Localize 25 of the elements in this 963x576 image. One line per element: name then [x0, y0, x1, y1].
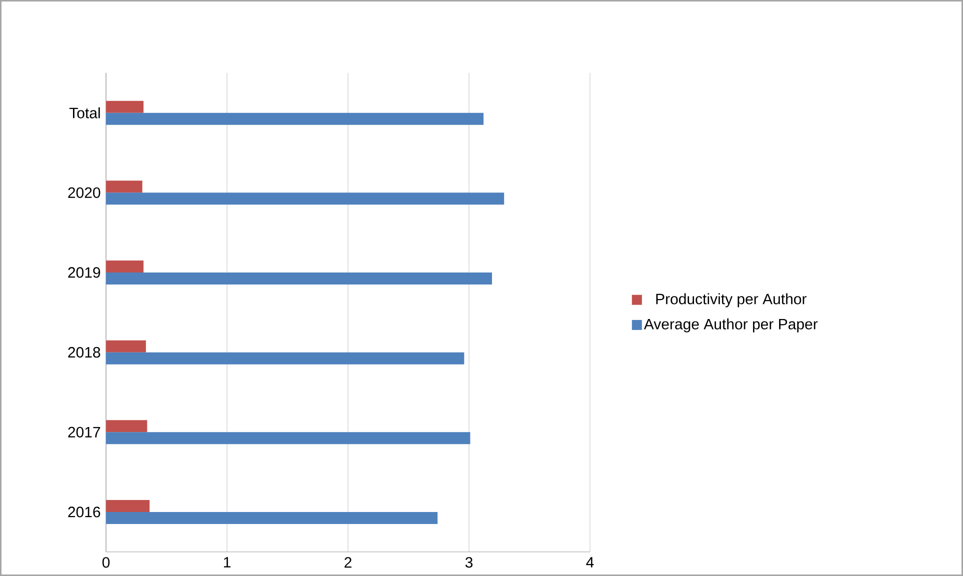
- bar: [106, 112, 484, 125]
- bar: [106, 352, 464, 364]
- bar: [106, 180, 142, 193]
- bar: [106, 420, 148, 432]
- x-tick-label: 4: [586, 557, 594, 568]
- bar: [106, 432, 470, 444]
- legend-label: Average Author per Paper: [644, 318, 818, 332]
- legend-label: Productivity per Author: [656, 293, 807, 308]
- y-tick-label: 2020: [68, 187, 100, 198]
- x-tick-label: 1: [224, 557, 230, 568]
- x-tick-label: 2: [344, 557, 352, 568]
- y-tick-label: 2018: [68, 347, 100, 358]
- bar: [106, 512, 438, 524]
- y-tick-label: Total: [69, 107, 100, 118]
- x-tick-label: 3: [465, 557, 473, 568]
- y-tick-label: 2016: [68, 506, 100, 518]
- bar: [106, 260, 144, 272]
- bar: [106, 340, 146, 352]
- bar: [106, 500, 150, 512]
- bar: [106, 192, 504, 205]
- y-tick-label: 2017: [68, 426, 100, 438]
- y-tick-label: 2019: [68, 267, 100, 278]
- x-tick-label: 0: [102, 557, 110, 568]
- bar: [106, 272, 492, 284]
- bar: [106, 100, 144, 113]
